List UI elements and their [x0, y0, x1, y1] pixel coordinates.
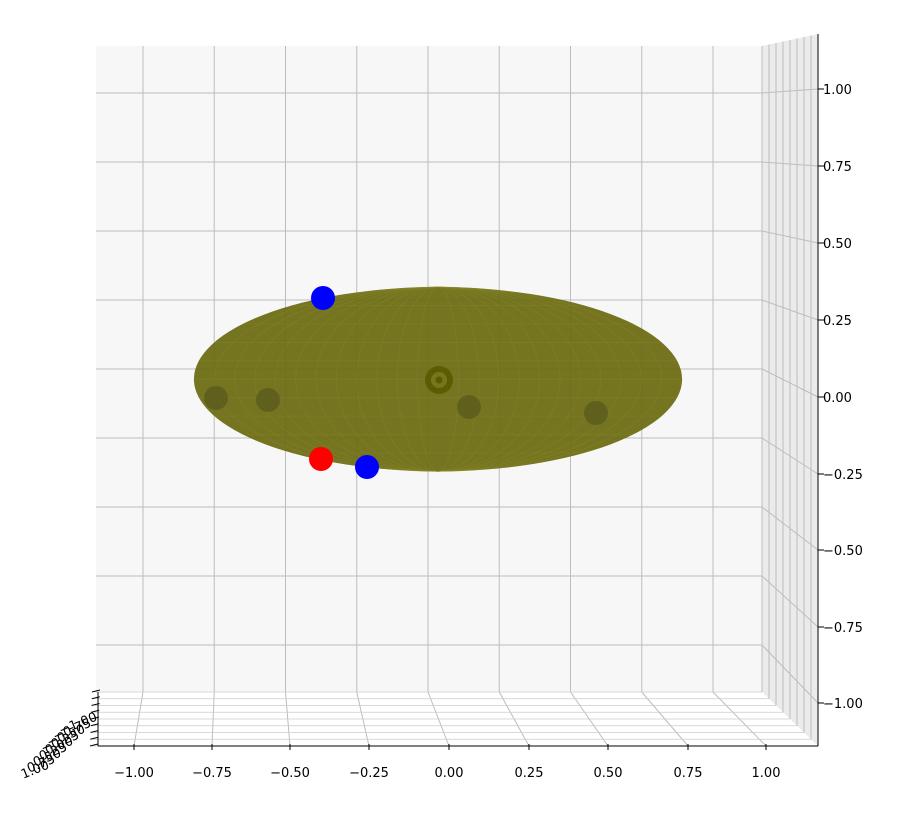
x-tick-label: −0.50	[270, 766, 310, 781]
z-tick-label: 0.25	[823, 314, 852, 329]
data-point	[309, 447, 333, 471]
y-tick-mark	[89, 743, 99, 747]
data-point	[355, 455, 379, 479]
y-tick-mark	[91, 696, 100, 700]
y-tick-mark	[91, 709, 100, 713]
data-points	[204, 286, 608, 479]
z-tick-label: −0.75	[823, 621, 863, 636]
x-tick-labels: −1.00 −0.75 −0.50 −0.25 0.00 0.25 0.50 0.75 1.00	[114, 744, 780, 781]
data-point	[256, 388, 280, 412]
z-tick-label: 0.50	[823, 237, 852, 252]
y-tick-mark	[91, 689, 101, 693]
y-tick-mark	[90, 723, 99, 727]
z-tick-label: 0.75	[823, 160, 852, 175]
data-point	[204, 386, 228, 410]
z-tick-label: −0.50	[823, 544, 863, 559]
data-point	[457, 395, 481, 419]
side-pane	[761, 34, 819, 746]
x-tick-label: 0.00	[435, 766, 464, 781]
y-tick-mark	[91, 703, 100, 706]
z-tick-labels: 1.00 0.75 0.50 0.25 0.00 −0.25 −0.50 −0.75 −1.00	[818, 83, 863, 712]
data-point	[584, 401, 608, 425]
x-tick-label: −0.75	[192, 766, 232, 781]
x-tick-label: 0.25	[515, 766, 544, 781]
z-tick-label: −0.25	[823, 468, 863, 483]
x-tick-label: −1.00	[114, 766, 154, 781]
y-tick-labels: −1.00−0.75−0.50−0.250.000.250.500.751.00	[19, 689, 101, 783]
x-tick-label: −0.25	[349, 766, 389, 781]
z-tick-label: 0.00	[823, 391, 852, 406]
x-tick-label: 0.50	[594, 766, 623, 781]
y-tick-mark	[90, 736, 99, 740]
y-tick-mark	[90, 730, 99, 733]
data-point	[311, 286, 335, 310]
x-tick-label: 0.75	[674, 766, 703, 781]
z-tick-label: 1.00	[823, 83, 852, 98]
center-marker-core	[435, 376, 443, 384]
z-tick-label: −1.00	[823, 697, 863, 712]
y-tick-label: 1.00	[19, 758, 51, 783]
y-tick-mark	[90, 716, 100, 720]
x-tick-label: 1.00	[752, 766, 781, 781]
